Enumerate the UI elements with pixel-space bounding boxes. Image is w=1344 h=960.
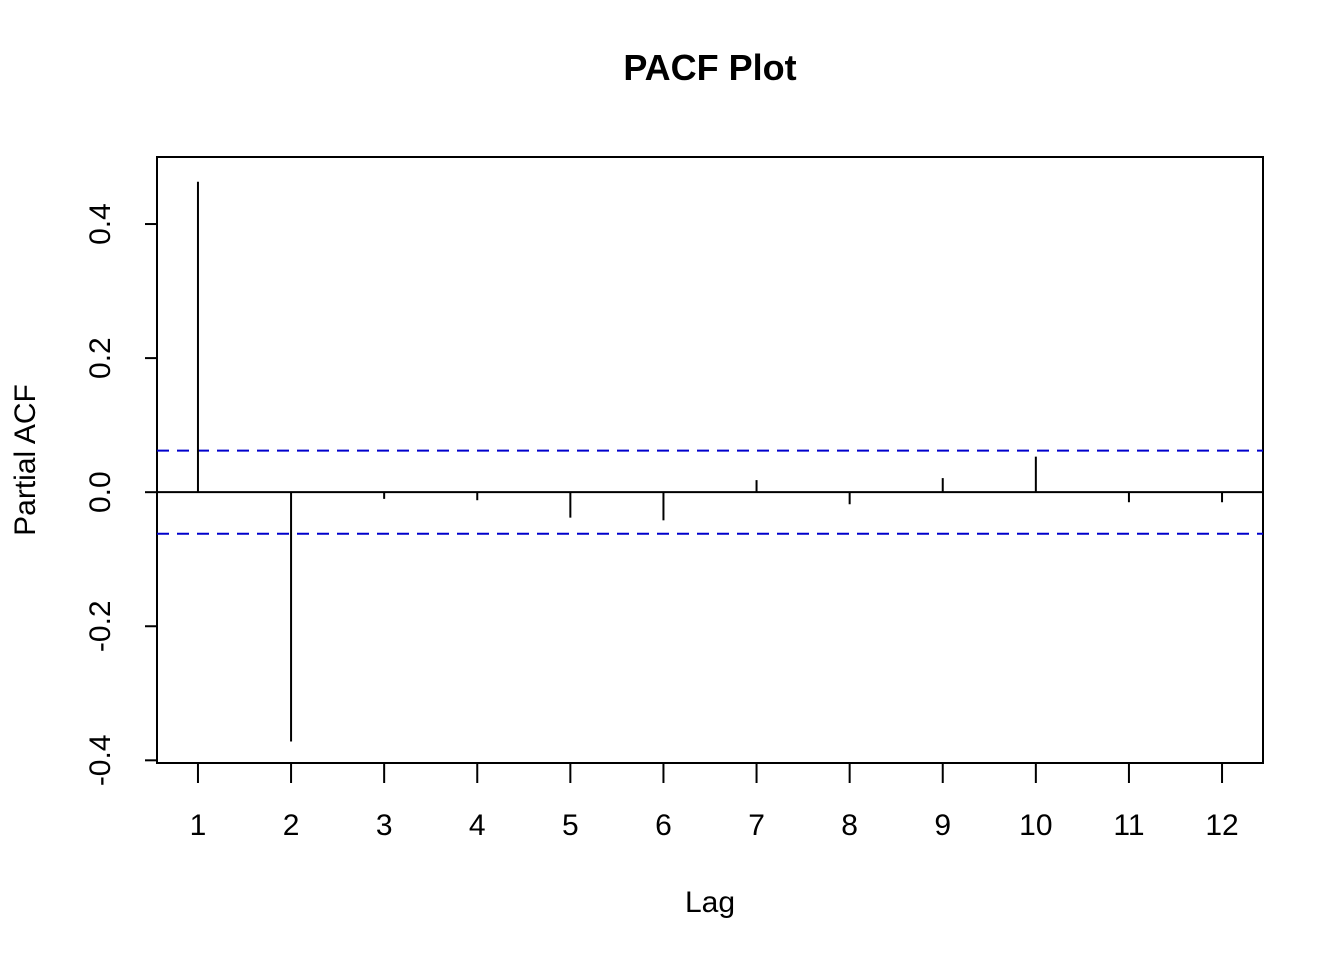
plot-frame <box>156 156 1264 764</box>
x-tick-label: 5 <box>562 809 579 842</box>
x-tick-label: 11 <box>1113 809 1144 842</box>
y-tick-label: 0.4 <box>84 203 117 245</box>
x-tick-label: 9 <box>934 809 951 842</box>
x-tick-label: 7 <box>748 809 765 842</box>
y-tick-label: -0.4 <box>84 734 117 786</box>
pacf-bars <box>196 181 1224 742</box>
x-tick-label: 2 <box>283 809 300 842</box>
x-tick-label: 8 <box>841 809 858 842</box>
x-axis-label: Lag <box>685 886 735 919</box>
y-axis: -0.4 -0.2 0.0 0.2 0.4 <box>84 203 157 786</box>
x-tick-label: 12 <box>1205 809 1238 842</box>
reference-lines <box>157 449 1263 535</box>
x-tick-label: 6 <box>655 809 672 842</box>
chart-title: PACF Plot <box>623 47 796 88</box>
x-tick-label: 1 <box>190 809 207 842</box>
y-tick-label: 0.2 <box>84 337 117 379</box>
y-tick-label: -0.2 <box>84 600 117 652</box>
x-tick-label: 10 <box>1019 809 1052 842</box>
x-tick-label: 4 <box>469 809 486 842</box>
y-axis-label: Partial ACF <box>9 384 42 536</box>
x-tick-label: 3 <box>376 809 393 842</box>
x-axis: 1 2 3 4 5 6 7 8 9 10 11 12 <box>190 763 1239 842</box>
y-tick-label: 0.0 <box>84 471 117 513</box>
